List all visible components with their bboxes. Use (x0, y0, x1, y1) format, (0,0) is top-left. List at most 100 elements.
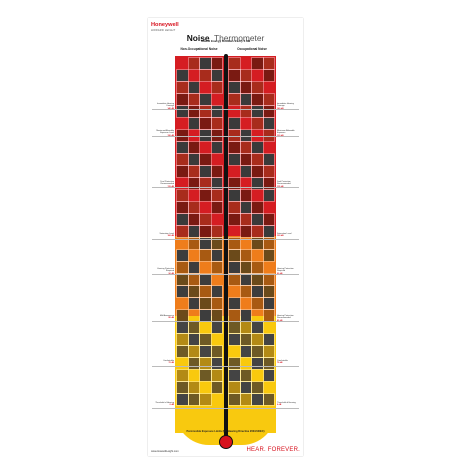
noise-source-image (262, 153, 275, 166)
noise-source-image (187, 285, 200, 298)
noise-source-image (262, 225, 275, 238)
side-note-right: Threshold of Hearing 0 dB (277, 402, 299, 407)
noise-source-image (239, 153, 252, 166)
noise-source-image (187, 237, 200, 250)
noise-source-image (199, 249, 212, 262)
noise-source-image (199, 237, 212, 250)
noise-source-image (176, 201, 189, 214)
noise-source-image (187, 165, 200, 178)
side-note-db: 115 dB (277, 185, 284, 188)
noise-source-image (262, 297, 275, 310)
side-note-text: Immediate Hearing Damage (157, 103, 174, 108)
noise-source-image (251, 81, 264, 94)
noise-source-image (262, 309, 275, 322)
side-note-text: Hearing Protection Required (157, 268, 174, 273)
noise-source-image (176, 213, 189, 226)
noise-source-image (228, 393, 241, 406)
noise-source-image (210, 357, 223, 370)
noise-source-image (187, 201, 200, 214)
side-note-text: Dual Protection Recommended (160, 181, 174, 186)
noise-source-image (199, 117, 212, 130)
noise-source-image (228, 297, 241, 310)
side-note-text: Dual Protection Recommended (277, 181, 291, 186)
side-note-left: Mild Annoyance 80 dB (152, 315, 174, 320)
noise-source-image (239, 261, 252, 274)
noise-source-image (199, 213, 212, 226)
column-heading-occupational: Occupational Noise (237, 47, 267, 51)
side-note-left: Maximum Allowable Exposure Level 130 dB (152, 130, 174, 137)
noise-source-image (251, 165, 264, 178)
noise-source-image (176, 345, 189, 358)
noise-source-image (210, 57, 223, 70)
noise-source-image (199, 57, 212, 70)
side-note-left: Hearing Protection Required 90 dB (152, 268, 174, 275)
noise-source-image (251, 117, 264, 130)
noise-source-image (187, 81, 200, 94)
noise-source-image (210, 297, 223, 310)
noise-source-image (228, 57, 241, 70)
noise-source-image (176, 153, 189, 166)
noise-source-image (176, 393, 189, 406)
noise-source-image (187, 357, 200, 370)
noise-source-image (210, 345, 223, 358)
footer-tagline: HEAR. FOREVER. (246, 447, 300, 453)
noise-source-image (251, 297, 264, 310)
noise-source-image (210, 189, 223, 202)
noise-source-image (210, 165, 223, 178)
noise-source-image (228, 117, 241, 130)
noise-source-image (176, 129, 189, 142)
side-note-db: 115 dB (167, 185, 174, 188)
noise-source-image (228, 141, 241, 154)
noise-source-image (210, 129, 223, 142)
scale-line (152, 408, 299, 409)
noise-source-image (239, 285, 252, 298)
noise-source-image (239, 369, 252, 382)
side-note-left: Dual Protection Recommended 115 dB (152, 181, 174, 188)
side-note-db: 90 dB (168, 272, 174, 275)
noise-source-image (187, 153, 200, 166)
bottom-note: Permissible Exposure Limits (EU Hearing … (186, 430, 265, 433)
noise-source-image (199, 225, 212, 238)
subtitle: Sound Energy Doubles Every 3 dB (200, 38, 251, 43)
noise-source-image (210, 381, 223, 394)
side-note-text: Immediate Hearing Damage (277, 103, 294, 108)
noise-source-image (262, 69, 275, 82)
noise-source-image (176, 81, 189, 94)
noise-source-image (176, 93, 189, 106)
noise-source-image (210, 309, 223, 322)
noise-source-image (187, 213, 200, 226)
noise-source-image (210, 225, 223, 238)
noise-source-image (239, 105, 252, 118)
noise-source-image (239, 213, 252, 226)
noise-source-image (251, 93, 264, 106)
noise-source-image (239, 189, 252, 202)
scale-line (152, 274, 299, 275)
noise-source-image (239, 249, 252, 262)
noise-source-image (210, 177, 223, 190)
noise-source-image (262, 165, 275, 178)
noise-source-image (251, 285, 264, 298)
noise-source-image (262, 213, 275, 226)
noise-source-image (176, 369, 189, 382)
footer-url[interactable]: www.HowardLeight.com (151, 450, 179, 453)
noise-source-image (262, 57, 275, 70)
thermometer-bulb (218, 435, 233, 449)
side-note-right: Hearing Protection Recommended 85 dB (277, 315, 299, 322)
noise-source-image (239, 345, 252, 358)
noise-source-image (176, 225, 189, 238)
noise-source-image (228, 201, 241, 214)
side-note-text: Threshold of Hearing (277, 402, 296, 404)
side-note-left: Immediate Hearing Damage 140 dB (152, 103, 174, 110)
noise-source-image (199, 273, 212, 286)
noise-source-image (199, 369, 212, 382)
noise-source-image (251, 177, 264, 190)
noise-source-image (251, 357, 264, 370)
scale-line (152, 321, 299, 322)
noise-source-image (262, 249, 275, 262)
noise-source-image (228, 237, 241, 250)
noise-source-image (228, 81, 241, 94)
brand-logo: Honeywell (151, 22, 179, 28)
scale-line (152, 366, 299, 367)
noise-source-image (187, 345, 200, 358)
noise-source-image (199, 393, 212, 406)
